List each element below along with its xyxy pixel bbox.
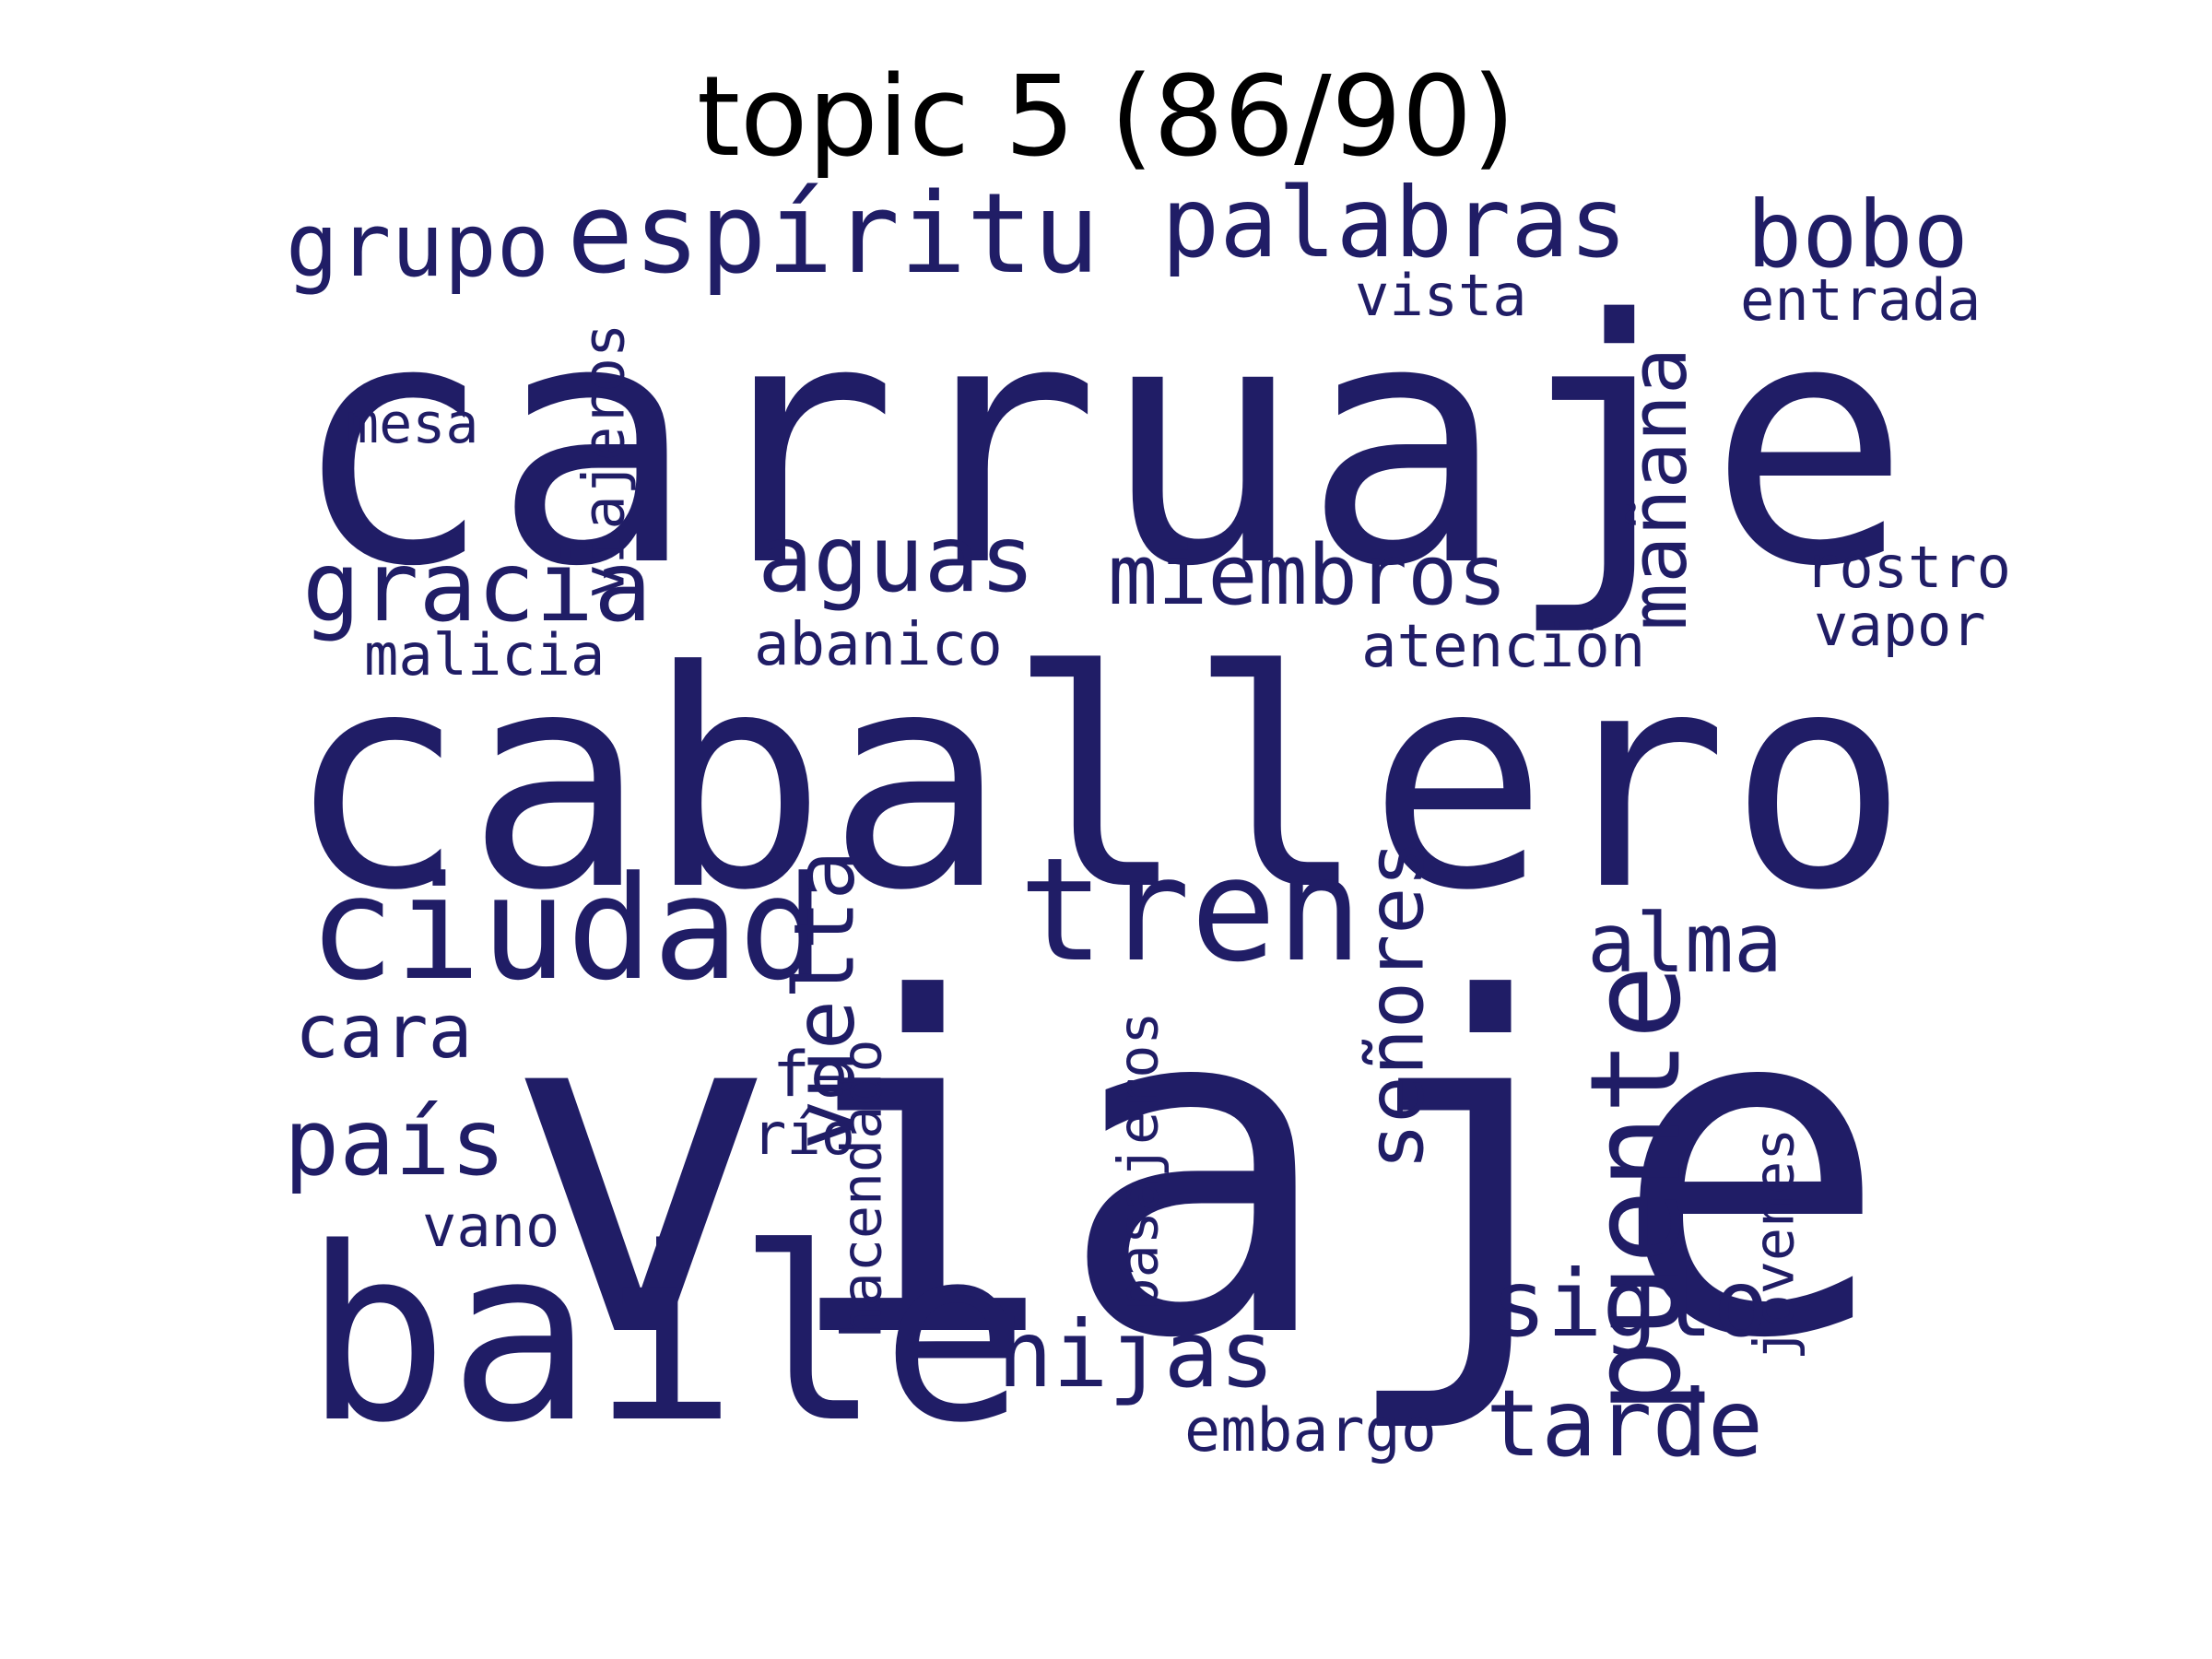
word-rostro: rostro bbox=[1805, 534, 2011, 601]
word-grupo: grupo bbox=[286, 195, 549, 297]
word-rio: río bbox=[752, 1100, 855, 1168]
word-bobo: bobo bbox=[1747, 181, 1969, 288]
word-palabras: palabras bbox=[1161, 167, 1628, 279]
word-carruaje: carruaje bbox=[290, 249, 1911, 641]
word-atencion: atención bbox=[1361, 613, 1646, 681]
word-abanico: abanico bbox=[754, 611, 1003, 679]
word-manana: mañana bbox=[1613, 347, 1705, 630]
word-pasajeros: pasajeros bbox=[1106, 1011, 1171, 1312]
word-mesa: mesa bbox=[346, 392, 479, 456]
word-viaje: viaje bbox=[502, 902, 1890, 1439]
word-embargo: embargo bbox=[1184, 1396, 1437, 1465]
word-senores: señores bbox=[1350, 839, 1442, 1171]
word-pais: país bbox=[284, 1088, 506, 1196]
page-title: topic 5 (86/90) bbox=[696, 53, 1516, 182]
word-hijas: hijas bbox=[997, 1300, 1276, 1408]
word-tarde: tarde bbox=[1486, 1370, 1764, 1477]
word-fe: fe bbox=[772, 1039, 848, 1112]
word-miembros: miembros bbox=[1108, 527, 1508, 624]
word-entrada: entrada bbox=[1740, 266, 1982, 334]
word-tren: tren bbox=[1018, 827, 1363, 994]
word-espiritu: espíritu bbox=[567, 171, 1100, 299]
word-malicia: malicia bbox=[364, 621, 606, 688]
word-vista: vista bbox=[1355, 262, 1527, 329]
word-ciudad: ciudad bbox=[309, 845, 825, 1012]
word-aguas: aguas bbox=[758, 505, 1036, 613]
word-cara: cara bbox=[295, 989, 473, 1075]
word-vano: vano bbox=[422, 1193, 560, 1260]
word-gracia: gracia bbox=[302, 531, 653, 643]
word-baile: baile bbox=[304, 1197, 1026, 1476]
word-vapor: vapor bbox=[1814, 592, 1986, 659]
word-alma: alma bbox=[1587, 896, 1783, 991]
word-siglo: siglo bbox=[1491, 1250, 1770, 1358]
word-caballero: caballero bbox=[286, 606, 1909, 956]
